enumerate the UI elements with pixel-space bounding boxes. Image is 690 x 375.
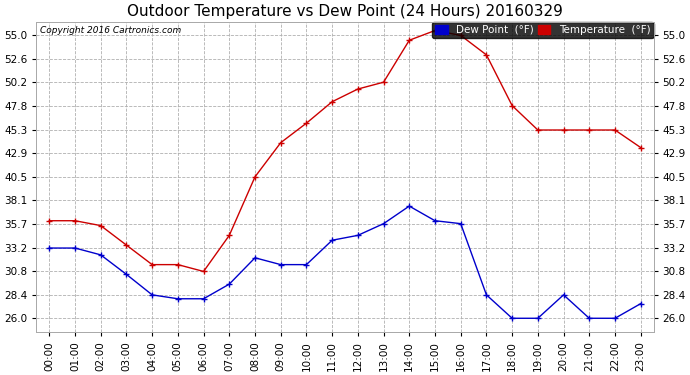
Title: Outdoor Temperature vs Dew Point (24 Hours) 20160329: Outdoor Temperature vs Dew Point (24 Hou…: [127, 4, 563, 19]
Text: Copyright 2016 Cartronics.com: Copyright 2016 Cartronics.com: [39, 26, 181, 35]
Legend: Dew Point  (°F), Temperature  (°F): Dew Point (°F), Temperature (°F): [432, 22, 653, 38]
